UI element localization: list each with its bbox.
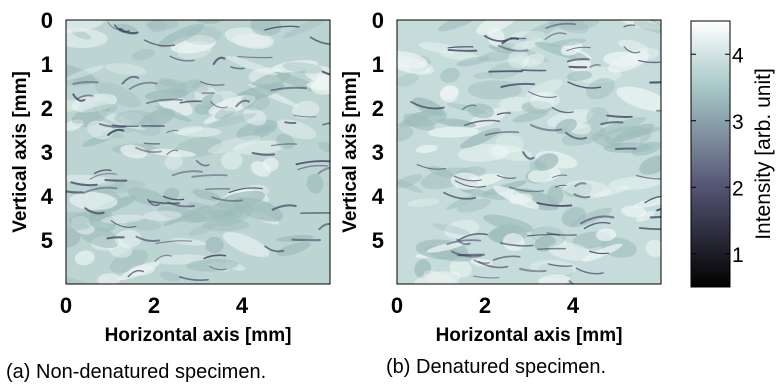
x-tick-labels: 0 2 4	[391, 293, 580, 318]
x-tick-label: 0	[60, 293, 72, 318]
colorbar-gradient	[691, 21, 730, 287]
y-tick-label: 1	[372, 52, 384, 77]
colorbar-tick-label: 3	[732, 111, 744, 134]
y-tick-label: 4	[41, 184, 54, 209]
x-tick-label: 2	[479, 293, 491, 318]
speckle-edge	[538, 249, 566, 250]
x-tick-label: 0	[391, 293, 403, 318]
x-tick-label: 2	[148, 293, 160, 318]
colorbar-tick-label: 1	[732, 244, 744, 267]
colorbar-tick-label: 4	[732, 44, 744, 67]
speckle-edge	[105, 180, 126, 181]
colorbar: 1 2 3 4 Intensity [arb. unit]	[691, 21, 775, 287]
caption: (b) Denatured specimen.	[386, 356, 606, 378]
speckle-edge	[107, 237, 123, 238]
speckle	[468, 80, 522, 99]
y-tick-label: 1	[41, 52, 53, 77]
speckle-edge	[570, 67, 587, 68]
speckle-edge	[651, 217, 678, 218]
speckle-edge	[66, 191, 82, 192]
y-tick-label: 2	[372, 96, 384, 121]
x-tick-labels: 0 2 4	[60, 293, 249, 318]
y-tick-labels: 0 1 2 3 4 5	[41, 8, 54, 253]
caption: (a) Non-denatured specimen.	[6, 361, 266, 383]
speckle-edge	[285, 122, 295, 123]
x-tick-label: 4	[567, 293, 580, 318]
y-tick-label: 3	[372, 140, 384, 165]
x-axis-label: Horizontal axis [mm]	[436, 325, 623, 346]
x-axis-label: Horizontal axis [mm]	[105, 325, 292, 346]
y-tick-label: 0	[41, 8, 53, 33]
y-tick-label: 5	[372, 228, 384, 253]
speckle-edge	[449, 50, 477, 51]
y-axis-label: Vertical axis [mm]	[340, 71, 361, 233]
y-axis-label: Vertical axis [mm]	[10, 71, 31, 233]
y-tick-label: 3	[41, 140, 53, 165]
y-tick-label: 2	[41, 96, 53, 121]
speckle-edge	[144, 143, 159, 144]
y-tick-labels: 0 1 2 3 4 5	[372, 8, 385, 253]
y-tick-label: 5	[41, 228, 53, 253]
colorbar-label: Intensity [arb. unit]	[752, 68, 775, 240]
y-tick-label: 0	[372, 8, 384, 33]
panel-non-denatured: 0 1 2 3 4 5 0 2 4 Vertical axis [mm] Horizontal…	[6, 8, 357, 383]
y-tick-label: 4	[372, 184, 385, 209]
colorbar-tick-label: 2	[732, 177, 744, 200]
x-tick-label: 4	[236, 293, 249, 318]
panel-denatured: 0 1 2 3 4 5 0 2 4 Vertical axis [mm] Horizontal…	[340, 5, 686, 378]
